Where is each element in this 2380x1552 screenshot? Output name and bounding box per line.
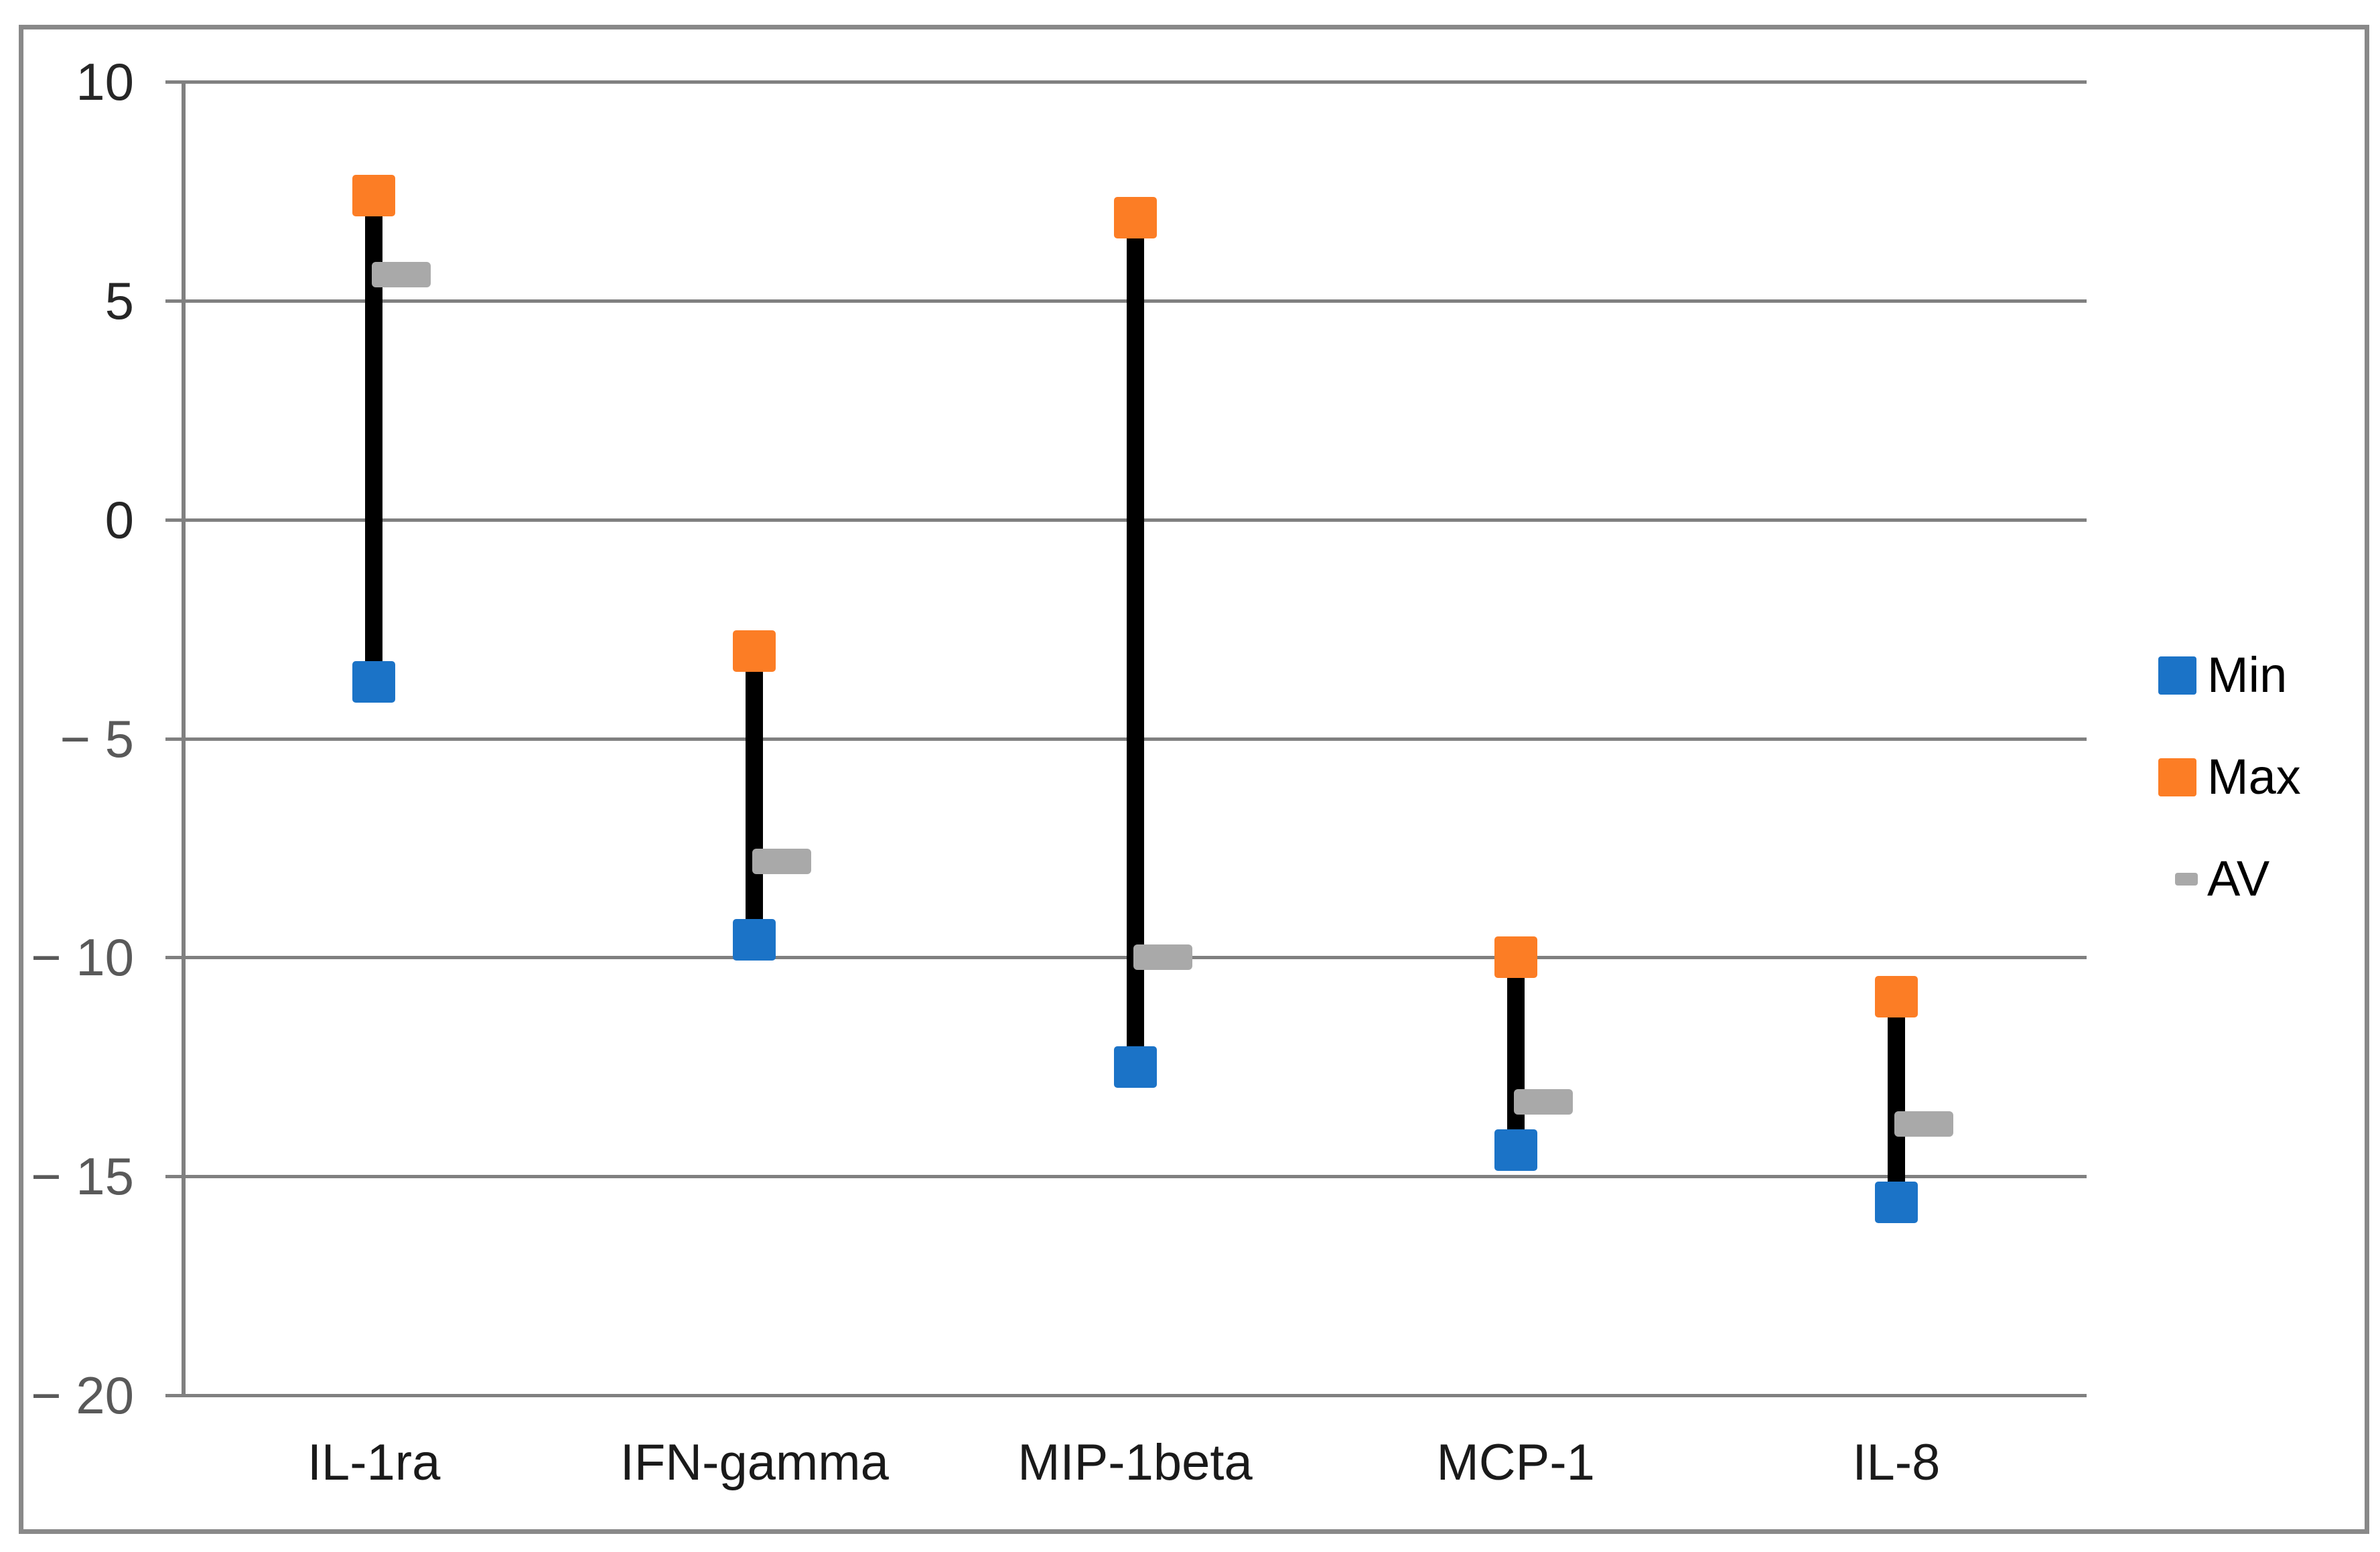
min-max-range-line (1887, 997, 1905, 1203)
min-marker (1874, 1182, 1918, 1224)
av-marker (1894, 1111, 1953, 1137)
legend-max-label: Max (2207, 749, 2301, 804)
legend-item-av: AV (2158, 828, 2301, 930)
y-gridline (165, 956, 2087, 960)
x-axis-category-label: IFN-gamma (620, 1434, 889, 1491)
x-axis-category-label: IL-8 (1852, 1434, 1941, 1491)
av-marker (1513, 1089, 1573, 1115)
y-gridline (165, 1394, 2087, 1397)
y-gridline (165, 737, 2087, 741)
y-axis-tick-label: − 20 (31, 1366, 134, 1425)
x-axis-category-label: MCP-1 (1436, 1434, 1595, 1491)
max-marker (1494, 936, 1537, 979)
min-max-range-line (746, 650, 764, 940)
y-gridline (165, 518, 2087, 522)
y-gridline (165, 80, 2087, 84)
min-marker (352, 660, 396, 703)
av-marker (1133, 944, 1192, 971)
y-axis-tick-label: 10 (76, 52, 134, 111)
x-axis-category-label: IL-1ra (307, 1434, 441, 1491)
legend-item-min: Min (2158, 624, 2301, 726)
min-marker (733, 919, 776, 961)
y-axis-line (182, 82, 186, 1395)
legend-min-label: Min (2207, 647, 2288, 703)
legend-min-swatch-icon (2158, 656, 2196, 695)
chart-legend: Min Max AV (2158, 624, 2301, 930)
min-max-range-line (1507, 957, 1525, 1150)
av-marker (752, 848, 812, 874)
y-gridline (165, 1175, 2087, 1179)
av-marker (372, 261, 431, 287)
legend-item-max: Max (2158, 726, 2301, 828)
legend-av-label: AV (2207, 851, 2270, 906)
legend-av-swatch-icon (2175, 872, 2198, 886)
max-marker (733, 630, 776, 672)
y-axis-tick-label: − 15 (31, 1147, 134, 1206)
y-axis-tick-label: − 5 (60, 709, 134, 768)
x-axis-category-label: MIP-1beta (1018, 1434, 1253, 1491)
figure-border (19, 25, 2369, 1534)
min-marker (1494, 1129, 1537, 1171)
min-max-range-line (1126, 217, 1144, 1067)
max-marker (1113, 196, 1157, 238)
y-axis-tick-label: 5 (104, 271, 134, 330)
y-gridline (165, 299, 2087, 303)
legend-max-swatch-icon (2158, 758, 2196, 796)
y-axis-tick-label: 0 (104, 490, 134, 549)
max-marker (352, 174, 396, 216)
max-marker (1874, 976, 1918, 1018)
y-axis-tick-label: − 10 (31, 928, 134, 987)
min-marker (1113, 1046, 1157, 1088)
